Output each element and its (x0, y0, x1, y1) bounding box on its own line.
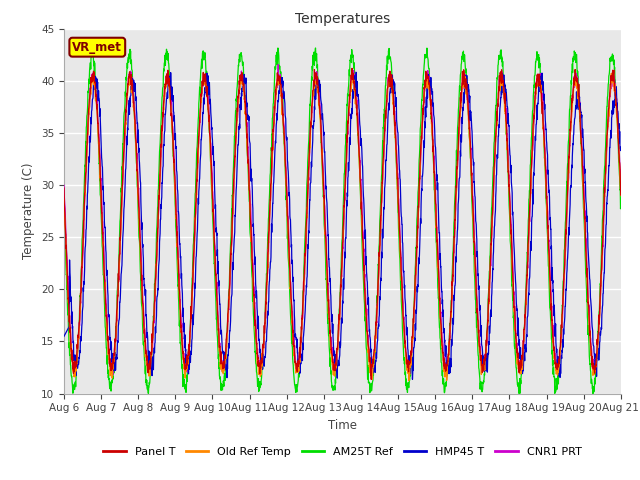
Text: VR_met: VR_met (72, 41, 122, 54)
X-axis label: Time: Time (328, 419, 357, 432)
Title: Temperatures: Temperatures (295, 12, 390, 26)
Legend: Panel T, Old Ref Temp, AM25T Ref, HMP45 T, CNR1 PRT: Panel T, Old Ref Temp, AM25T Ref, HMP45 … (99, 442, 586, 461)
Y-axis label: Temperature (C): Temperature (C) (22, 163, 35, 260)
